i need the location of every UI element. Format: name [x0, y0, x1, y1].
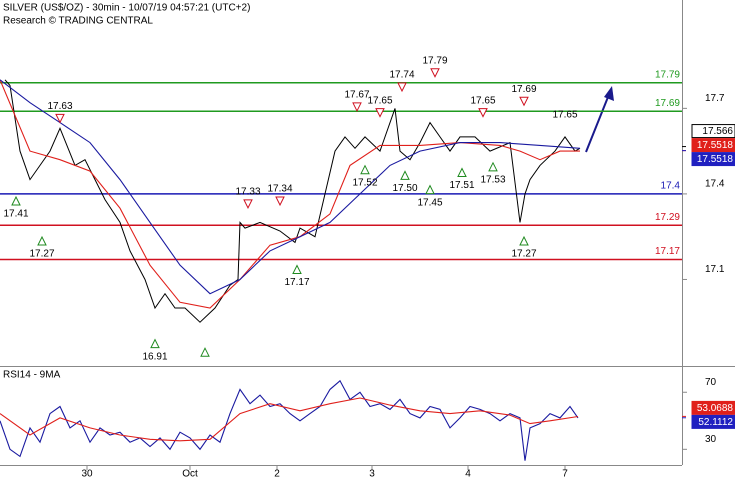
level-label: 17.79 [655, 69, 680, 80]
chart-title: SILVER (US$/OZ) - 30min - 10/07/19 04:57… [3, 3, 250, 14]
high-marker [478, 108, 488, 118]
y-tick-label: 17.7 [705, 93, 725, 104]
high-label: 17.67 [344, 90, 369, 101]
low-marker [425, 184, 435, 195]
low-marker [150, 338, 160, 349]
low-marker [400, 170, 410, 180]
last-value-box [691, 138, 735, 153]
low-label: 17.52 [352, 177, 377, 188]
last-value-label: 52.1112 [698, 417, 733, 428]
low-label: 17.27 [29, 249, 54, 260]
high-label: 17.65 [470, 95, 495, 106]
last-value-box [691, 414, 735, 429]
low-marker [457, 167, 467, 178]
last-value-box [691, 124, 735, 139]
low-label: 17.27 [511, 249, 536, 260]
high-marker [243, 199, 253, 209]
high-label: 17.79 [422, 55, 447, 66]
level-label: 17.29 [655, 212, 680, 223]
x-tick-label: 30 [81, 469, 93, 480]
high-marker [55, 113, 65, 124]
high-marker [375, 108, 385, 118]
last-value-box [691, 152, 735, 167]
high-marker [352, 102, 362, 113]
low-marker [200, 347, 210, 357]
high-label: 17.34 [267, 184, 292, 195]
low-marker [519, 235, 529, 246]
low-marker [11, 195, 21, 206]
y-tick-label: 30 [705, 434, 717, 445]
high-marker [275, 196, 285, 207]
level-label: 17.69 [655, 98, 680, 109]
y-tick-label: 17.4 [705, 179, 725, 190]
high-marker [397, 82, 407, 93]
low-label: 17.17 [284, 277, 309, 288]
high-marker [430, 68, 440, 78]
low-marker [488, 161, 498, 172]
last-value-label: 17.5518 [697, 154, 734, 165]
low-label: 17.53 [480, 174, 505, 185]
series-line [0, 397, 579, 442]
low-marker [360, 164, 370, 175]
high-label: 17.69 [511, 84, 536, 95]
x-tick-label: Oct [182, 469, 198, 480]
high-label: 17.63 [47, 101, 72, 112]
low-label: 17.45 [417, 197, 442, 208]
series-line [0, 79, 581, 295]
low-label: 17.41 [3, 209, 28, 220]
y-tick-label: 17.1 [705, 264, 725, 275]
high-label: 17.74 [389, 70, 414, 81]
low-label: 17.51 [449, 180, 474, 191]
low-label: 16.91 [142, 351, 167, 362]
low-marker [292, 264, 302, 274]
series-line [4, 79, 581, 323]
high-label: 17.33 [235, 187, 260, 198]
x-tick-label: 4 [465, 469, 471, 480]
low-marker [37, 235, 47, 246]
rsi-title: RSI14 - 9MA [3, 370, 61, 381]
projection-arrow [585, 86, 614, 153]
x-tick-label: 3 [369, 469, 375, 480]
y-tick-label: 70 [705, 377, 717, 388]
chart-subtitle: Research © TRADING CENTRAL [3, 16, 153, 27]
last-value-label: 53.0688 [697, 403, 734, 414]
high-marker [519, 96, 529, 107]
low-label: 17.50 [392, 183, 417, 194]
last-value-label: 17.5518 [697, 140, 734, 151]
annotation-label: 17.65 [552, 109, 577, 120]
last-value-box [691, 400, 735, 415]
high-label: 17.65 [367, 95, 392, 106]
last-value-label: 17.566 [702, 126, 733, 137]
x-tick-label: 2 [274, 469, 280, 480]
x-tick-label: 7 [562, 469, 568, 480]
level-label: 17.17 [655, 246, 680, 257]
level-label: 17.4 [661, 181, 681, 192]
